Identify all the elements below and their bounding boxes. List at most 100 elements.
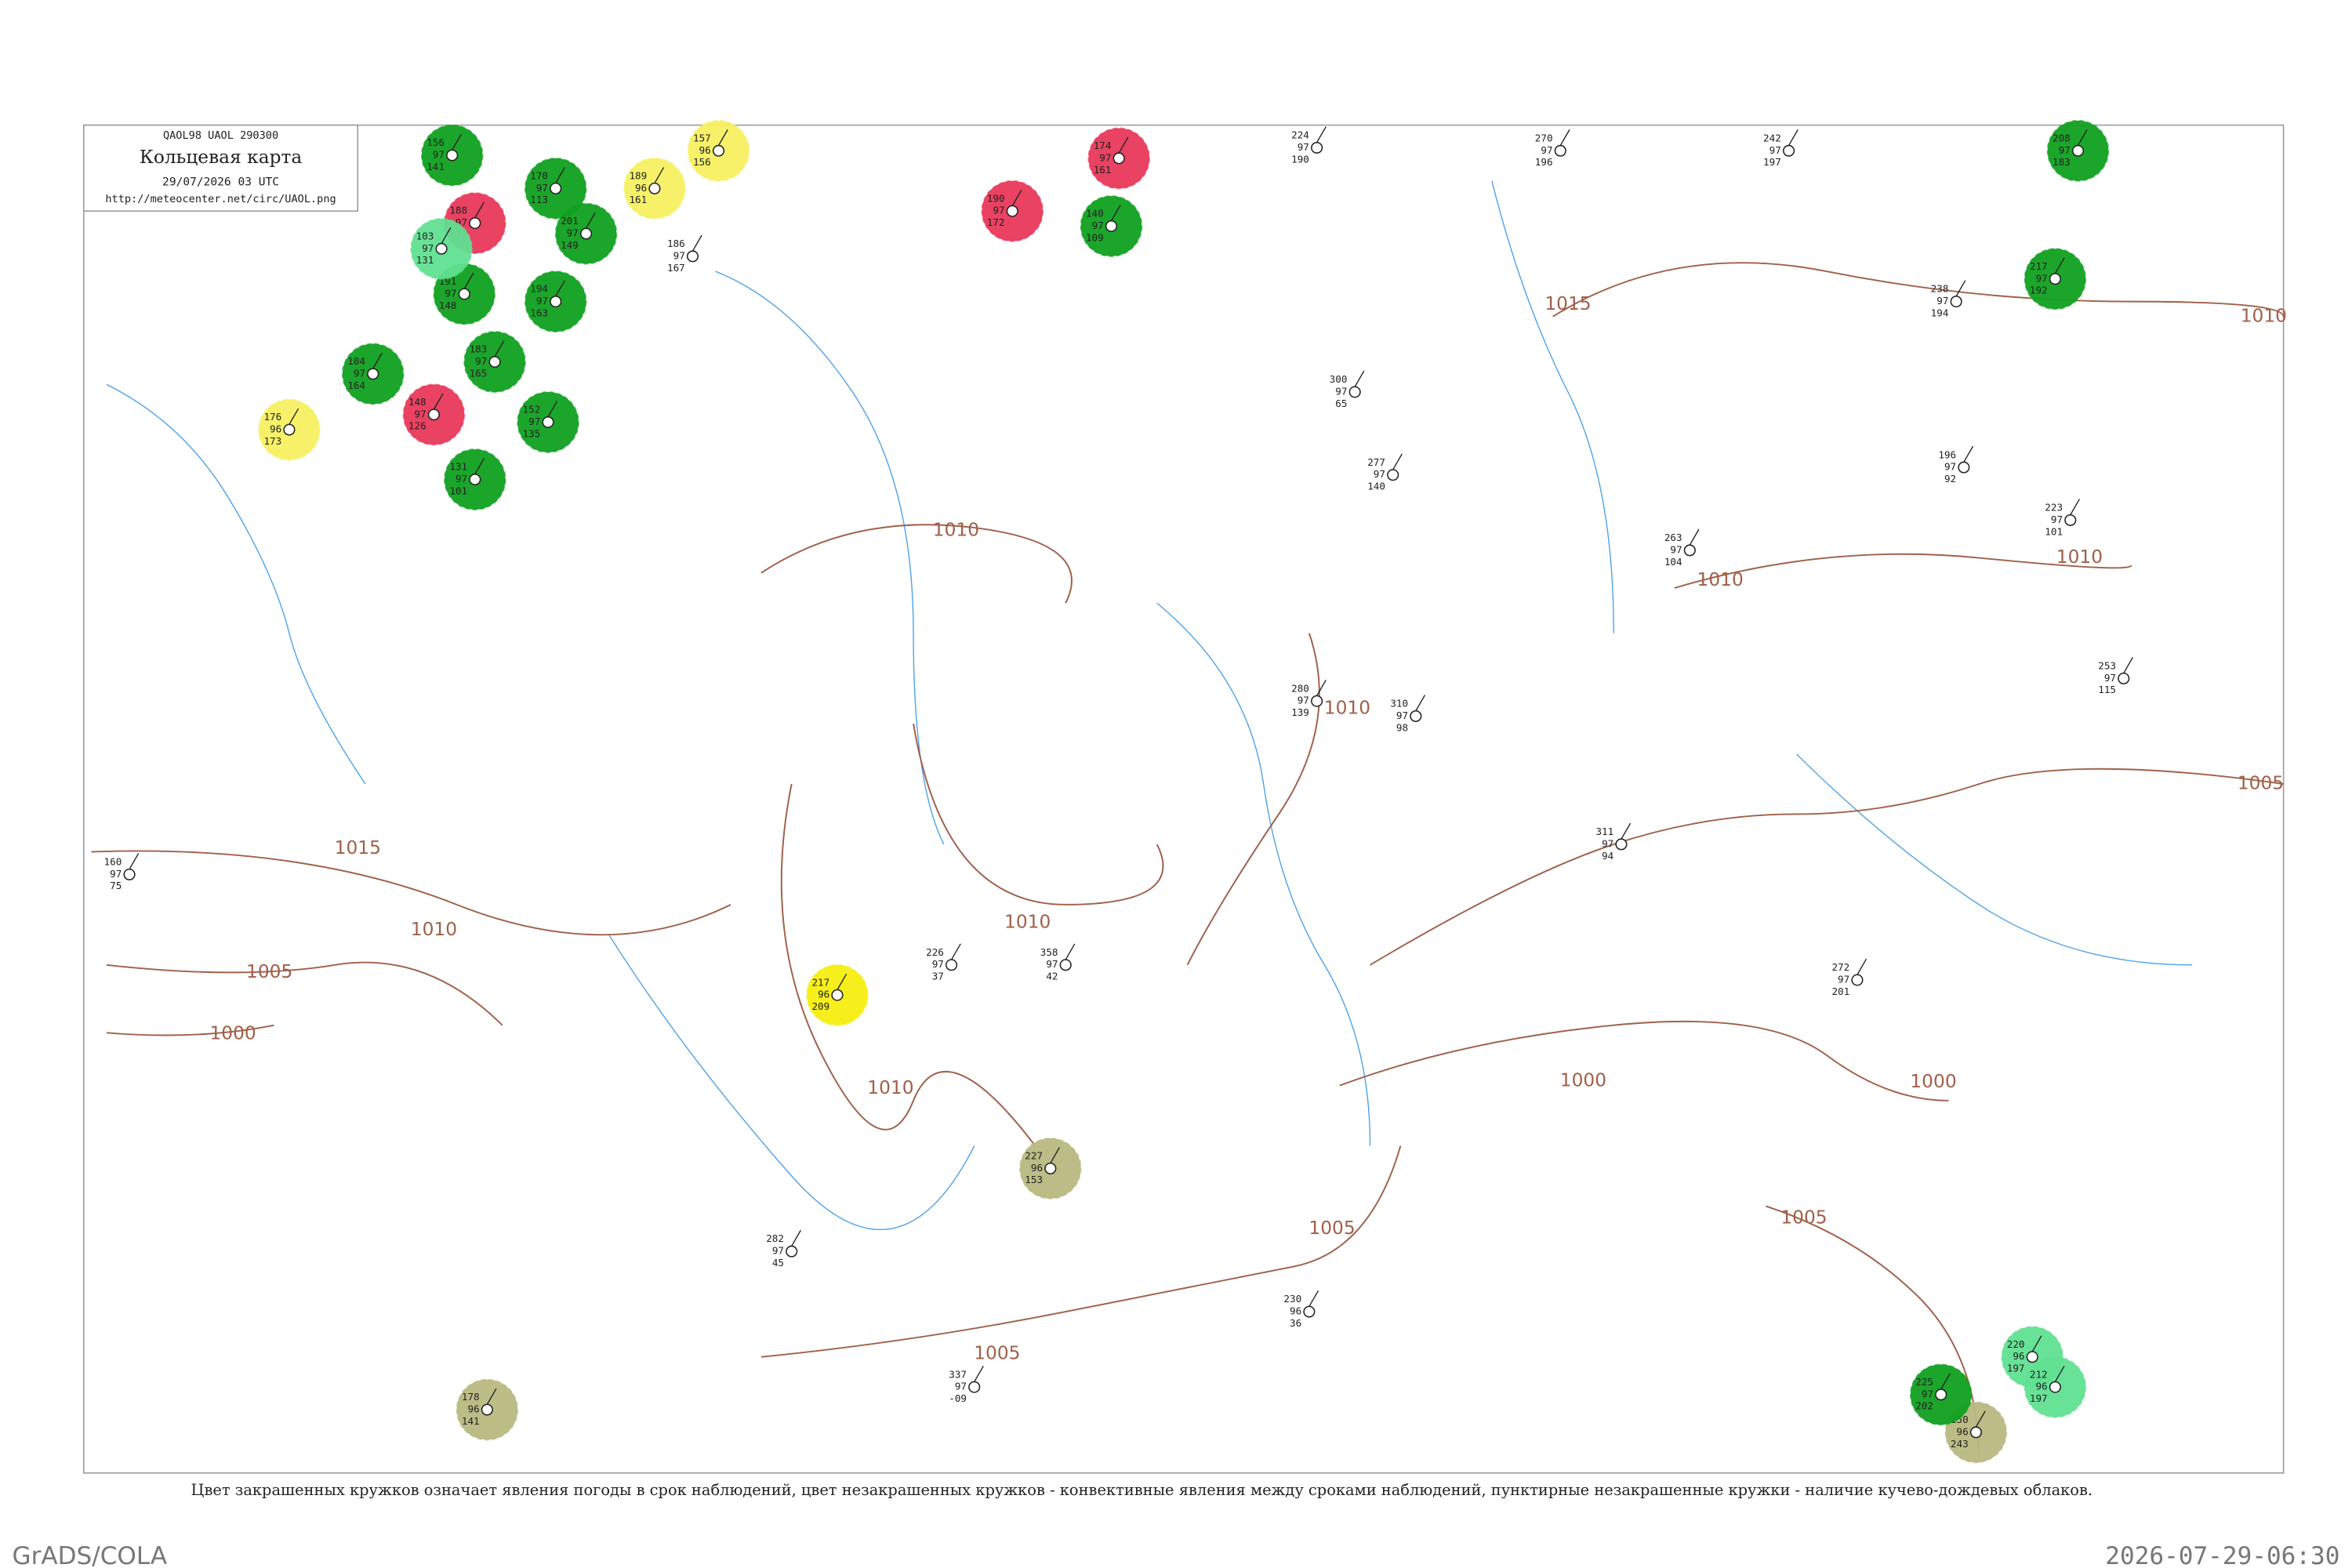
station-value: 65 [1335, 397, 1347, 409]
station-dot [1935, 1388, 1947, 1401]
station-value: 140 [1367, 481, 1385, 492]
station-dot [1554, 144, 1566, 157]
wind-barb [1354, 370, 1365, 387]
wind-barb [1316, 126, 1327, 143]
wind-barb [1788, 129, 1798, 146]
station-value: 238 [1931, 283, 1949, 295]
station-value: 96 [1956, 1425, 1968, 1437]
wind-barb [1689, 528, 1700, 546]
station-value: 97 [1396, 710, 1408, 721]
station-dot [1683, 544, 1696, 557]
station-value: 226 [926, 946, 944, 958]
station-value: 97 [536, 295, 548, 307]
station-value: 97 [1374, 468, 1385, 480]
wind-barb [1392, 453, 1403, 470]
isobar-label: 1000 [209, 1023, 256, 1044]
station-value: 337 [949, 1368, 967, 1380]
station-value: 243 [1951, 1438, 1969, 1450]
station-value: 96 [1290, 1305, 1301, 1317]
station-dot [1311, 141, 1323, 154]
station-value: 217 [811, 976, 829, 988]
station-value: 161 [1094, 164, 1112, 176]
station-value: 194 [530, 283, 548, 295]
station-value: 209 [811, 1000, 829, 1012]
wind-barb [1050, 1147, 1061, 1163]
isobar-label: 1015 [335, 837, 381, 858]
wind-barb [1011, 189, 1022, 206]
station-value: 201 [561, 215, 579, 227]
station-dot [831, 989, 844, 1001]
wind-barb [547, 401, 558, 418]
station-value: 97 [1602, 837, 1613, 849]
map-url: http://meteocenter.net/circ/UAOL.png [105, 193, 336, 205]
wind-barb [1857, 958, 1867, 975]
station-value: 113 [530, 194, 548, 205]
station-value: 173 [263, 435, 281, 447]
isobar-label: 1005 [1780, 1207, 1827, 1228]
station-dot [1112, 152, 1125, 165]
station-value: 153 [1025, 1174, 1043, 1185]
station-value: 220 [2007, 1338, 2025, 1350]
station-value: 97 [1298, 141, 1309, 153]
wind-barb [1316, 679, 1327, 696]
station-value: 196 [1938, 448, 1956, 460]
station-value: 253 [2098, 660, 2116, 672]
station-dot [1059, 959, 1072, 971]
station-value: 97 [475, 355, 487, 367]
wind-barb [1940, 1373, 1951, 1390]
isobar-label: 1010 [1697, 569, 1744, 590]
station-dot [1303, 1305, 1316, 1318]
station-value: 104 [347, 355, 365, 367]
station-dot [1311, 695, 1323, 707]
station-value: 97 [354, 367, 365, 379]
station-dot [1969, 1426, 1982, 1439]
station-value: 97 [456, 473, 467, 485]
station-value: 163 [530, 307, 548, 319]
station-value: 270 [1535, 132, 1553, 143]
station-value: 165 [470, 367, 488, 379]
station-value: 36 [1290, 1317, 1301, 1329]
station-value: 310 [1390, 698, 1408, 710]
station-value: 217 [2030, 260, 2048, 272]
title-box [83, 124, 359, 212]
wind-barb [2077, 129, 2088, 146]
station-value: 197 [1763, 156, 1781, 168]
station-dot [446, 149, 459, 162]
wind-barb [1065, 943, 1076, 960]
isobar-label: 1010 [1004, 911, 1051, 932]
station-value: 202 [1915, 1400, 1933, 1412]
wind-barb [951, 943, 961, 960]
station-value: 96 [635, 182, 647, 194]
wind-barb [129, 853, 140, 869]
station-value: 172 [987, 216, 1005, 228]
station-dot [123, 868, 136, 880]
station-value: 282 [766, 1232, 784, 1244]
station-value: 97 [1670, 543, 1682, 555]
station-dot [1348, 386, 1361, 398]
isobar-label: 1000 [1910, 1071, 1956, 1092]
isobar-label: 1015 [1544, 293, 1591, 314]
station-dot [481, 1403, 493, 1416]
station-dot [2064, 514, 2077, 526]
station-value: 131 [416, 254, 434, 266]
station-value: 230 [1283, 1293, 1301, 1305]
wind-barb [585, 212, 596, 229]
station-value: 190 [987, 192, 1005, 204]
station-dot [1410, 710, 1422, 722]
station-value: 160 [104, 856, 122, 868]
station-value: 131 [449, 461, 467, 473]
station-value: 96 [270, 423, 281, 435]
station-value: 97 [1046, 958, 1058, 970]
station-value: 94 [1602, 850, 1613, 862]
station-value: 45 [772, 1257, 784, 1269]
station-value: 300 [1330, 373, 1348, 385]
station-value: 97 [2059, 144, 2071, 156]
wind-barb [433, 393, 444, 410]
station-value: 149 [561, 239, 579, 251]
station-dot [1615, 838, 1628, 851]
station-value: 97 [110, 868, 122, 880]
station-value: 140 [1086, 208, 1104, 220]
station-value: 201 [1831, 985, 1849, 997]
station-dot [1006, 205, 1018, 217]
